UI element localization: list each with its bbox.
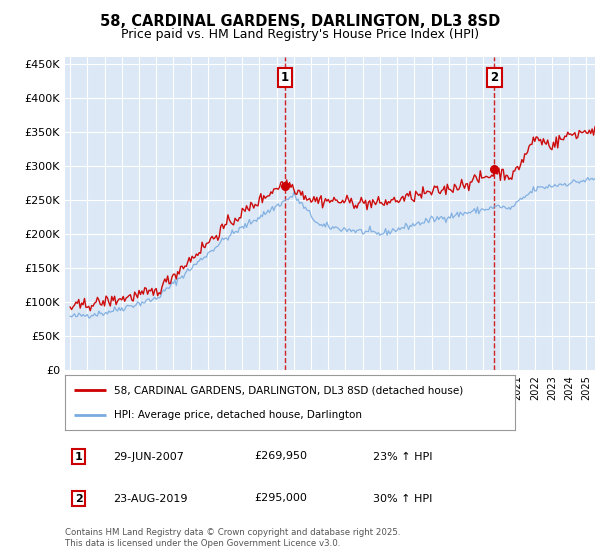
Text: Contains HM Land Registry data © Crown copyright and database right 2025.
This d: Contains HM Land Registry data © Crown c… (65, 528, 401, 548)
Text: 1: 1 (74, 451, 82, 461)
Text: HPI: Average price, detached house, Darlington: HPI: Average price, detached house, Darl… (115, 409, 362, 419)
Text: 23% ↑ HPI: 23% ↑ HPI (373, 451, 432, 461)
Text: 58, CARDINAL GARDENS, DARLINGTON, DL3 8SD: 58, CARDINAL GARDENS, DARLINGTON, DL3 8S… (100, 14, 500, 29)
Text: 58, CARDINAL GARDENS, DARLINGTON, DL3 8SD (detached house): 58, CARDINAL GARDENS, DARLINGTON, DL3 8S… (115, 385, 464, 395)
Text: 23-AUG-2019: 23-AUG-2019 (113, 493, 188, 503)
Text: 2: 2 (74, 493, 82, 503)
Text: 30% ↑ HPI: 30% ↑ HPI (373, 493, 432, 503)
Text: Price paid vs. HM Land Registry's House Price Index (HPI): Price paid vs. HM Land Registry's House … (121, 28, 479, 41)
Text: £269,950: £269,950 (254, 451, 307, 461)
Text: 1: 1 (281, 71, 289, 84)
Text: £295,000: £295,000 (254, 493, 307, 503)
Text: 29-JUN-2007: 29-JUN-2007 (113, 451, 184, 461)
Text: 2: 2 (490, 71, 498, 84)
